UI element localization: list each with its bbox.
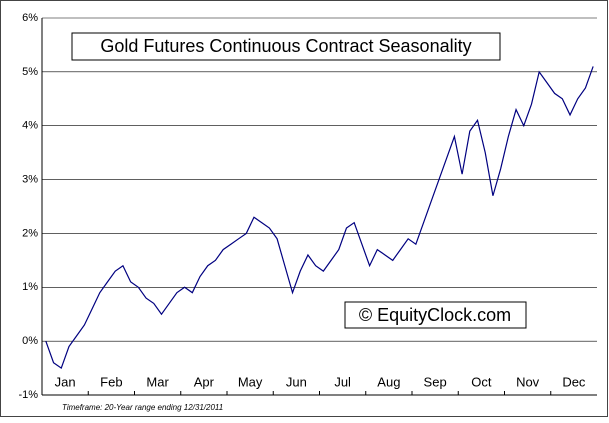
watermark-box	[344, 301, 527, 329]
line-series	[45, 66, 594, 370]
x-tick-label: Apr	[194, 374, 215, 389]
x-tick-label: May	[238, 374, 263, 389]
x-tick-label: Jan	[55, 374, 76, 389]
x-tick-label: Jun	[286, 374, 307, 389]
x-tick-label: Jul	[334, 374, 351, 389]
title-box	[71, 32, 501, 61]
watermark: © EquityClock.com	[359, 305, 511, 325]
x-tick-label: Mar	[146, 374, 169, 389]
x-tick-label: Dec	[562, 374, 586, 389]
y-tick-label: 0%	[22, 335, 38, 347]
x-tick-label: Aug	[377, 374, 400, 389]
x-tick-label: Sep	[424, 374, 447, 389]
x-tick-label: Oct	[471, 374, 492, 389]
footnote: Timeframe: 20-Year range ending 12/31/20…	[62, 403, 223, 412]
y-tick-label: -1%	[18, 389, 38, 401]
y-tick-label: 4%	[22, 120, 38, 132]
y-tick-label: 6%	[22, 12, 38, 24]
chart-title: Gold Futures Continuous Contract Seasona…	[100, 36, 471, 56]
y-tick-label: 5%	[22, 66, 38, 78]
y-tick-label: 2%	[22, 227, 38, 239]
y-tick-label: 1%	[22, 281, 38, 293]
y-tick-label: 3%	[22, 173, 38, 185]
x-tick-label: Feb	[100, 374, 122, 389]
x-tick-label: Nov	[516, 374, 540, 389]
